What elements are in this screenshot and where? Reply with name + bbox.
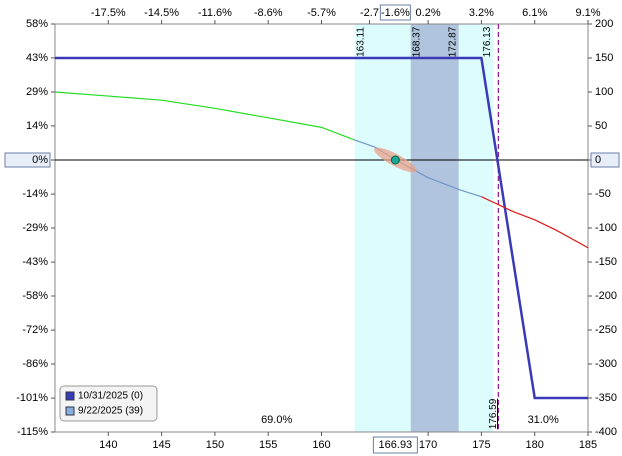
current-top-box (379, 4, 411, 21)
y2-tick-label: 58% (26, 18, 48, 30)
y2-tick-label: -86% (22, 358, 48, 370)
y-tick-label: 200 (595, 18, 613, 30)
x-tick-label: 170 (419, 439, 437, 451)
x-tick-label: 145 (152, 439, 170, 451)
x-tick-label: 185 (579, 439, 597, 451)
y-tick-label: 0 (595, 154, 601, 166)
legend-label: 10/31/2025 (0) (78, 391, 143, 402)
band-label: 172.87 (447, 26, 458, 57)
y2-tick-label: -43% (22, 256, 48, 268)
breakeven-label: 176.59 (488, 398, 499, 429)
y-tick-label: -350 (595, 392, 617, 404)
projected-line (481, 196, 589, 249)
top-tick-label: 9.1% (575, 7, 600, 19)
y-tick-label: -250 (595, 324, 617, 336)
y2-tick-label: 0% (32, 154, 48, 166)
x-tick-label: 160 (312, 439, 330, 451)
y-tick-label: 100 (595, 86, 613, 98)
current-x-label: 166.93 (379, 439, 413, 451)
top-tick-label: 0.2% (416, 7, 441, 19)
y-tick-label: 50 (595, 120, 607, 132)
band-label: 168.37 (411, 26, 422, 57)
y2-tick-label: 29% (26, 86, 48, 98)
current-x-box (372, 436, 418, 454)
legend-box (59, 385, 158, 422)
y2-tick-label: 14% (26, 120, 48, 132)
y2-tick-label: 43% (26, 52, 48, 64)
zero-box (590, 152, 620, 168)
x-tick-label: 175 (472, 439, 490, 451)
y2-tick-label: -29% (22, 222, 48, 234)
y2-tick-label: -101% (16, 392, 48, 404)
top-tick-label: -8.6% (254, 7, 283, 19)
y-tick-label: -50 (595, 188, 611, 200)
projected-line (54, 91, 354, 141)
inner-band (410, 24, 459, 432)
top-tick-label: -14.5% (144, 7, 179, 19)
x-tick-label: 150 (206, 439, 224, 451)
top-tick-label: -11.6% (198, 7, 232, 19)
y-tick-label: -400 (595, 426, 617, 438)
expiration-line (55, 56, 588, 400)
y-tick-label: 150 (595, 52, 613, 64)
band-label: 163.11 (355, 27, 366, 57)
current-point (390, 155, 400, 165)
top-tick-label: 6.1% (522, 7, 547, 19)
band-label: 176.13 (482, 26, 493, 57)
y2-tick-label: -14% (22, 188, 48, 200)
x-tick-label: 155 (259, 439, 277, 451)
current-top-label: -1.6% (381, 7, 410, 19)
x-tick-label: 140 (99, 439, 117, 451)
top-tick-label: -17.5% (91, 7, 126, 19)
x-tick-label: 180 (526, 439, 544, 451)
top-tick-label: 3.2% (469, 7, 494, 19)
y-tick-label: -150 (595, 256, 617, 268)
probability-label: 31.0% (528, 414, 559, 426)
y-tick-label: -200 (595, 290, 617, 302)
top-tick-label: -2.7 (360, 7, 379, 19)
probability-label: 69.0% (261, 414, 292, 426)
y-tick-label: -300 (595, 358, 617, 370)
y2-tick-label: -115% (17, 426, 48, 438)
zero-box (4, 152, 51, 168)
top-tick-label: -5.7% (307, 7, 336, 19)
legend-swatch (65, 391, 75, 401)
y2-tick-label: -58% (22, 290, 48, 302)
legend-label: 9/22/2025 (39) (78, 406, 143, 417)
y2-tick-label: -72% (22, 324, 48, 336)
y-tick-label: -100 (595, 222, 617, 234)
legend-swatch (65, 406, 75, 416)
